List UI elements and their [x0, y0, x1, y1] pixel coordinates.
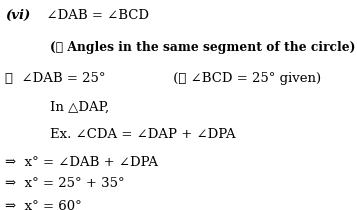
- Text: (∴ Angles in the same segment of the circle): (∴ Angles in the same segment of the cir…: [50, 41, 355, 54]
- Text: ⇒  x° = 25° + 35°: ⇒ x° = 25° + 35°: [5, 177, 125, 190]
- Text: ⇒  x° = 60°: ⇒ x° = 60°: [5, 200, 82, 210]
- Text: (∴ ∠BCD = 25° given): (∴ ∠BCD = 25° given): [135, 72, 321, 85]
- Text: (vi): (vi): [5, 9, 31, 22]
- Text: Ex. ∠CDA = ∠DAP + ∠DPA: Ex. ∠CDA = ∠DAP + ∠DPA: [50, 128, 236, 141]
- Text: ⇒  x° = ∠DAB + ∠DPA: ⇒ x° = ∠DAB + ∠DPA: [5, 156, 159, 169]
- Text: ∠DAB = ∠BCD: ∠DAB = ∠BCD: [38, 9, 149, 22]
- Text: ∴  ∠DAB = 25°: ∴ ∠DAB = 25°: [5, 72, 106, 85]
- Text: In △DAP,: In △DAP,: [50, 101, 109, 114]
